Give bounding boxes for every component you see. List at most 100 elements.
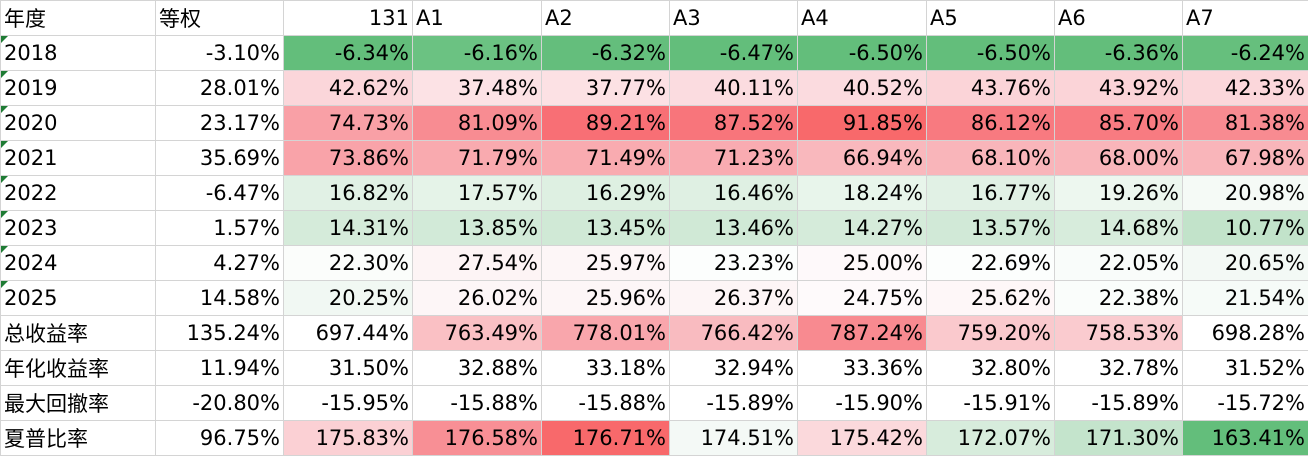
value-cell: 33.36% [797,350,927,386]
value-cell: -6.32% [541,35,670,71]
value-cell: 26.37% [669,280,798,316]
value-cell: 176.58% [412,420,542,456]
value-cell: 22.38% [1054,280,1183,316]
data-row: 总收益率 135.24% 697.44% 763.49% 778.01% 766.42% 7… [0,315,1308,351]
value-cell: 787.24% [797,315,927,351]
value-cell: 27.54% [412,245,542,281]
value-cell: 71.23% [669,140,798,176]
value-cell: 16.77% [926,175,1055,211]
value-cell: -15.91% [926,385,1055,421]
value-cell: 135.24% [155,315,284,351]
data-row: 2023 1.57% 14.31% 13.85% 13.45% 13.46% 14.27% 1… [0,210,1308,246]
value-cell: 13.57% [926,210,1055,246]
value-cell: 22.30% [283,245,413,281]
value-cell: 71.79% [412,140,542,176]
value-cell: -15.88% [412,385,542,421]
header-cell: A5 [926,0,1055,36]
value-cell: 66.94% [797,140,927,176]
value-cell: 73.86% [283,140,413,176]
value-cell: 81.38% [1182,105,1308,141]
value-cell: 20.65% [1182,245,1308,281]
data-row: 2024 4.27% 22.30% 27.54% 25.97% 23.23% 25.00% 2… [0,245,1308,281]
value-cell: 68.10% [926,140,1055,176]
value-cell: -15.89% [1054,385,1183,421]
value-cell: 32.80% [926,350,1055,386]
row-label: 年化收益率 [0,350,156,386]
value-cell: 43.92% [1054,70,1183,106]
value-cell: -15.88% [541,385,670,421]
value-cell: 175.42% [797,420,927,456]
header-cell: A7 [1182,0,1308,36]
header-cell: A4 [797,0,927,36]
value-cell: 25.00% [797,245,927,281]
value-cell: 42.62% [283,70,413,106]
value-cell: -6.50% [797,35,927,71]
value-cell: -6.24% [1182,35,1308,71]
value-cell: 766.42% [669,315,798,351]
value-cell: 26.02% [412,280,542,316]
row-label: 2023 [0,210,156,246]
data-row: 2025 14.58% 20.25% 26.02% 25.96% 26.37% 24.75%… [0,280,1308,316]
value-cell: 13.46% [669,210,798,246]
value-cell: 763.49% [412,315,542,351]
value-cell: 172.07% [926,420,1055,456]
row-label: 2022 [0,175,156,211]
value-cell: 86.12% [926,105,1055,141]
value-cell: -6.47% [669,35,798,71]
value-cell: -15.95% [283,385,413,421]
header-cell: A1 [412,0,542,36]
value-cell: 89.21% [541,105,670,141]
value-cell: 71.49% [541,140,670,176]
value-cell: 31.52% [1182,350,1308,386]
value-cell: 698.28% [1182,315,1308,351]
row-label: 2020 [0,105,156,141]
data-row: 年化收益率 11.94% 31.50% 32.88% 33.18% 32.94% 33.36… [0,350,1308,386]
value-cell: 22.05% [1054,245,1183,281]
value-cell: 37.48% [412,70,542,106]
value-cell: 40.52% [797,70,927,106]
header-cell: 年度 [0,0,156,36]
value-cell: 759.20% [926,315,1055,351]
value-cell: 697.44% [283,315,413,351]
row-label: 夏普比率 [0,420,156,456]
value-cell: 11.94% [155,350,284,386]
data-row: 2022 -6.47% 16.82% 17.57% 16.29% 16.46% 18.24%… [0,175,1308,211]
value-cell: 17.57% [412,175,542,211]
header-cell: A6 [1054,0,1183,36]
row-label: 2018 [0,35,156,71]
value-cell: 32.78% [1054,350,1183,386]
value-cell: 13.85% [412,210,542,246]
value-cell: 1.57% [155,210,284,246]
value-cell: 91.85% [797,105,927,141]
value-cell: 24.75% [797,280,927,316]
value-cell: 96.75% [155,420,284,456]
row-label: 2019 [0,70,156,106]
value-cell: -6.50% [926,35,1055,71]
value-cell: 174.51% [669,420,798,456]
value-cell: 14.27% [797,210,927,246]
row-label: 2025 [0,280,156,316]
value-cell: 37.77% [541,70,670,106]
data-row: 2020 23.17% 74.73% 81.09% 89.21% 87.52% 91.85%… [0,105,1308,141]
value-cell: 14.31% [283,210,413,246]
value-cell: 25.97% [541,245,670,281]
value-cell: 87.52% [669,105,798,141]
value-cell: 23.23% [669,245,798,281]
value-cell: 176.71% [541,420,670,456]
value-cell: 19.26% [1054,175,1183,211]
row-label: 2024 [0,245,156,281]
header-cell: 等权 [155,0,284,36]
data-row: 2018 -3.10% -6.34% -6.16% -6.32% -6.47% -6.50%… [0,35,1308,71]
value-cell: 18.24% [797,175,927,211]
value-cell: -20.80% [155,385,284,421]
value-cell: 23.17% [155,105,284,141]
value-cell: 25.96% [541,280,670,316]
value-cell: 74.73% [283,105,413,141]
value-cell: 16.29% [541,175,670,211]
value-cell: 32.94% [669,350,798,386]
header-cell: A2 [541,0,670,36]
value-cell: -6.34% [283,35,413,71]
data-row: 2019 28.01% 42.62% 37.48% 37.77% 40.11% 40.52%… [0,70,1308,106]
